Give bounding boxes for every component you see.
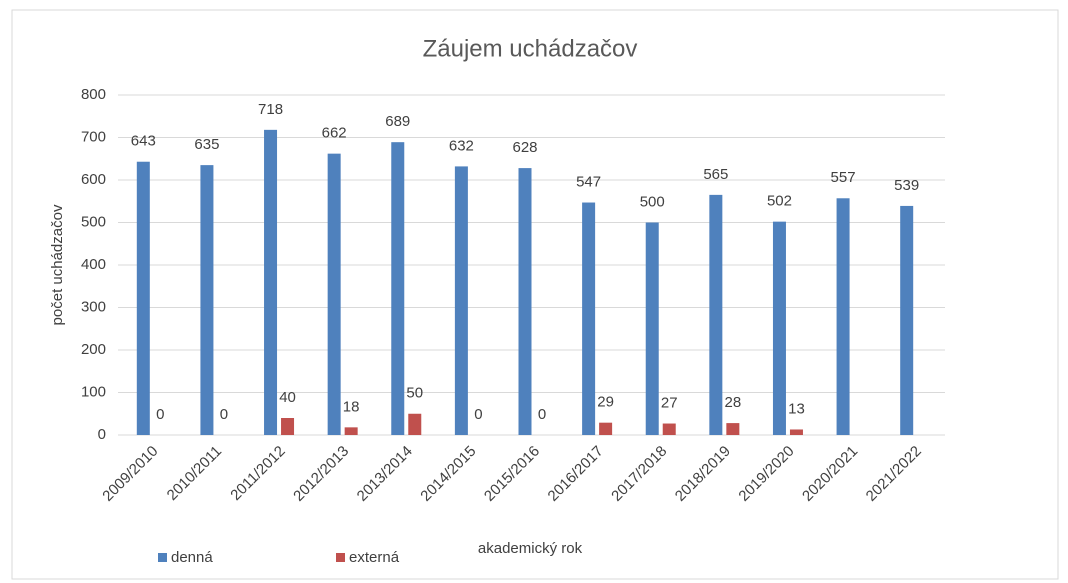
chart-title: Záujem uchádzačov bbox=[423, 35, 638, 62]
bar bbox=[408, 413, 422, 435]
legend-label: externá bbox=[349, 549, 400, 566]
bar bbox=[645, 222, 659, 435]
bar bbox=[391, 142, 405, 436]
data-label: 18 bbox=[343, 398, 360, 415]
data-label: 0 bbox=[220, 406, 228, 423]
data-label: 27 bbox=[661, 394, 678, 411]
y-axis-title: počet uchádzačov bbox=[49, 204, 66, 325]
bar bbox=[200, 165, 214, 435]
bar bbox=[599, 422, 613, 435]
y-tick-label: 300 bbox=[81, 298, 106, 315]
bar bbox=[900, 205, 914, 435]
data-label: 662 bbox=[322, 125, 347, 142]
bar bbox=[518, 168, 532, 435]
data-label: 29 bbox=[597, 394, 614, 411]
bar bbox=[344, 427, 358, 435]
bar bbox=[264, 129, 278, 435]
data-label: 547 bbox=[576, 173, 601, 190]
data-label: 632 bbox=[449, 137, 474, 154]
data-label: 40 bbox=[279, 389, 296, 406]
data-label: 539 bbox=[894, 177, 919, 194]
bar bbox=[789, 429, 803, 435]
legend-swatch bbox=[336, 553, 345, 562]
legend-label: denná bbox=[171, 549, 213, 566]
y-tick-label: 700 bbox=[81, 128, 106, 145]
data-label: 0 bbox=[538, 406, 546, 423]
bar bbox=[281, 418, 295, 435]
bar bbox=[662, 423, 676, 435]
bar bbox=[772, 221, 786, 435]
data-label: 689 bbox=[385, 113, 410, 130]
bar bbox=[709, 194, 723, 435]
data-label: 500 bbox=[640, 193, 665, 210]
bar bbox=[454, 166, 468, 435]
data-label: 13 bbox=[788, 400, 805, 417]
legend-swatch bbox=[158, 553, 167, 562]
y-tick-label: 400 bbox=[81, 256, 106, 273]
chart-border bbox=[11, 9, 1059, 580]
bar bbox=[726, 423, 740, 435]
data-label: 565 bbox=[703, 166, 728, 183]
bar bbox=[582, 202, 596, 435]
y-tick-label: 0 bbox=[98, 426, 106, 443]
y-tick-label: 200 bbox=[81, 341, 106, 358]
y-tick-label: 800 bbox=[81, 86, 106, 103]
y-tick-label: 100 bbox=[81, 383, 106, 400]
x-axis-title: akademický rok bbox=[478, 540, 583, 557]
data-label: 718 bbox=[258, 101, 283, 118]
data-label: 502 bbox=[767, 193, 792, 210]
data-label: 643 bbox=[131, 133, 156, 150]
y-tick-label: 500 bbox=[81, 213, 106, 230]
data-label: 0 bbox=[156, 406, 164, 423]
data-label: 628 bbox=[512, 139, 537, 156]
bar bbox=[836, 198, 850, 435]
data-label: 635 bbox=[194, 136, 219, 153]
bar bbox=[327, 153, 341, 435]
data-label: 557 bbox=[831, 169, 856, 186]
data-label: 0 bbox=[474, 406, 482, 423]
data-label: 50 bbox=[406, 385, 423, 402]
data-label: 28 bbox=[725, 394, 742, 411]
y-tick-label: 600 bbox=[81, 171, 106, 188]
bar bbox=[136, 161, 150, 435]
